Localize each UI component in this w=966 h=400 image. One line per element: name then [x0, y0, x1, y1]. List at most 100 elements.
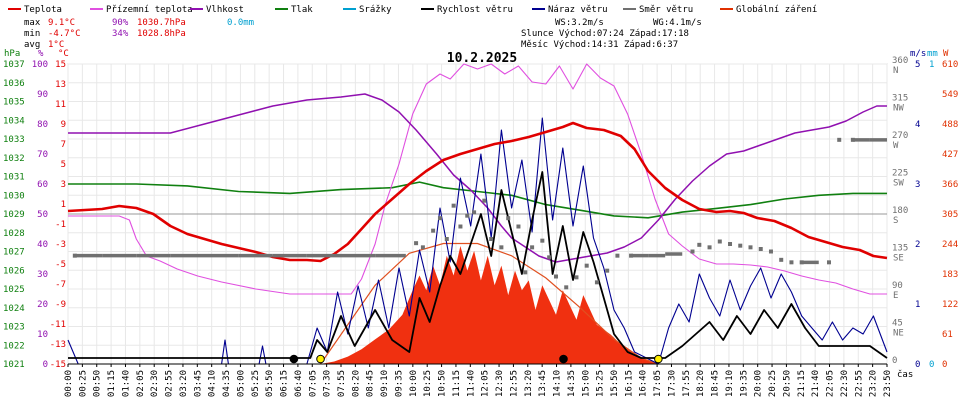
wind-direction-point	[458, 224, 463, 229]
x-tick-label: 07:30	[323, 370, 333, 397]
stats-wind-speed: WS:3.2m/s	[555, 18, 604, 28]
wind-dir-tick: 0	[892, 356, 897, 366]
x-tick-label: 22:05	[826, 370, 836, 397]
temperature-tick: -15	[50, 360, 66, 370]
x-tick-label: 10:25	[423, 370, 433, 397]
pressure-tick: 1031	[3, 173, 25, 183]
x-tick-label: 09:10	[380, 370, 390, 397]
x-tick-label: 12:55	[509, 370, 519, 397]
x-tick-label: 14:35	[567, 370, 577, 397]
x-tick-label: 08:20	[351, 370, 361, 397]
wind-direction-point	[717, 239, 722, 244]
x-tick-label: 20:00	[754, 370, 764, 397]
wind-direction-point	[444, 237, 449, 241]
x-tick-label: 21:15	[797, 370, 807, 397]
x-tick-label: 00:25	[78, 370, 88, 397]
wind-speed-tick: 2	[915, 240, 920, 250]
x-tick-label: 15:25	[596, 370, 606, 397]
wind-direction-point	[779, 257, 784, 262]
temperature-tick: -1	[55, 220, 66, 230]
temperature-tick: -11	[50, 320, 66, 330]
wind-direction-point	[499, 245, 504, 250]
x-tick-label: 22:55	[854, 370, 864, 397]
humidity-tick: 50	[37, 210, 48, 220]
pressure-tick: 1028	[3, 229, 25, 239]
stats-row-label: avg	[24, 40, 40, 50]
x-tick-label: 00:00	[64, 370, 74, 397]
wind-dir-compass: E	[893, 291, 898, 301]
radiation-tick: 122	[942, 300, 958, 310]
x-tick-label: 13:45	[538, 370, 548, 397]
wind-dir-compass: SE	[893, 254, 904, 264]
temperature-tick: 13	[55, 80, 66, 90]
humidity-tick: 30	[37, 270, 48, 280]
x-tick-label: 10:50	[438, 370, 448, 397]
radiation-clear-sky-line	[320, 242, 659, 365]
radiation-tick: 366	[942, 180, 958, 190]
x-tick-label: 01:40	[121, 370, 131, 397]
wind-direction-point	[547, 255, 552, 260]
radiation-layer	[320, 242, 659, 365]
x-tick-label: 02:30	[150, 370, 160, 397]
x-tick-label: 15:00	[581, 370, 591, 397]
radiation-tick: 305	[942, 210, 958, 220]
stats-humidity: 90%	[112, 18, 129, 28]
stats-block: max 9.1°C 90% 1030.7hPa 0.0mm min -4.7°C 34% 102…	[24, 18, 702, 50]
temperature-tick: 1	[61, 200, 66, 210]
temperature-tick: 5	[61, 160, 66, 170]
wind-dir-tick: 45	[892, 319, 903, 329]
wind-direction-point	[431, 228, 436, 233]
pressure-tick: 1037	[3, 60, 25, 70]
x-tick-label: 06:40	[294, 370, 304, 397]
stats-moon: Měsíc Východ:14:31 Západ:6:37	[521, 40, 678, 50]
humidity-tick: 100	[32, 60, 48, 70]
rain-tick: 1	[929, 60, 934, 70]
stats-temp: -4.7°C	[48, 29, 81, 39]
legend-label: Tlak	[291, 5, 313, 15]
radiation-tick: 549	[942, 90, 958, 100]
wind-direction-point	[564, 285, 569, 290]
x-tick-label: 17:05	[653, 370, 663, 397]
stats-temp: 9.1°C	[48, 18, 75, 28]
temperature-tick: 7	[61, 140, 66, 150]
legend-label: Vlhkost	[206, 5, 244, 15]
pressure-line	[68, 181, 887, 219]
wind-dir-tick: 360	[892, 56, 908, 66]
x-tick-label: 21:40	[811, 370, 821, 397]
ground-temperature-line	[68, 63, 887, 295]
x-tick-label: 03:45	[193, 370, 203, 397]
pressure-tick: 1029	[3, 210, 25, 220]
axes-layer: hPa% °C m/s mm W1021102210231024102510261027…	[3, 49, 958, 397]
x-tick-label: 11:15	[452, 370, 462, 397]
x-tick-label: 20:25	[768, 370, 778, 397]
series-layer	[67, 63, 888, 365]
temperature-tick: -13	[50, 340, 66, 350]
wind-dir-compass: NE	[893, 329, 904, 339]
x-tick-label: 23:20	[869, 370, 879, 397]
wind-direction-point	[697, 242, 702, 247]
temperature-tick: 11	[55, 100, 66, 110]
temperature-unit: °C	[58, 49, 69, 59]
wind-speed-tick: 5	[915, 60, 920, 70]
wind-dir-tick: 225	[892, 169, 908, 179]
temperature-tick: -9	[55, 300, 66, 310]
wind-dir-compass: NW	[893, 104, 904, 114]
humidity-line	[68, 93, 887, 263]
wind-dir-tick: 90	[892, 281, 903, 291]
wind-dir-tick: 180	[892, 206, 908, 216]
legend-label: Teplota	[24, 5, 62, 15]
pressure-tick: 1036	[3, 79, 25, 89]
rain-tick: 0	[929, 360, 934, 370]
wind-direction-point	[615, 253, 620, 258]
temperature-tick: -3	[55, 240, 66, 250]
temperature-tick: 3	[61, 180, 66, 190]
x-tick-label: 12:30	[495, 370, 505, 397]
legend-label: Rychlost větru	[437, 5, 513, 15]
x-tick-label: 14:10	[553, 370, 563, 397]
x-tick-label: 05:25	[251, 370, 261, 397]
legend-label: Přízemní teplota	[106, 5, 193, 15]
humidity-tick: 0	[43, 360, 48, 370]
moonrise-marker	[559, 354, 568, 364]
temperature-line	[67, 121, 888, 263]
temperature-tick: -7	[55, 280, 66, 290]
